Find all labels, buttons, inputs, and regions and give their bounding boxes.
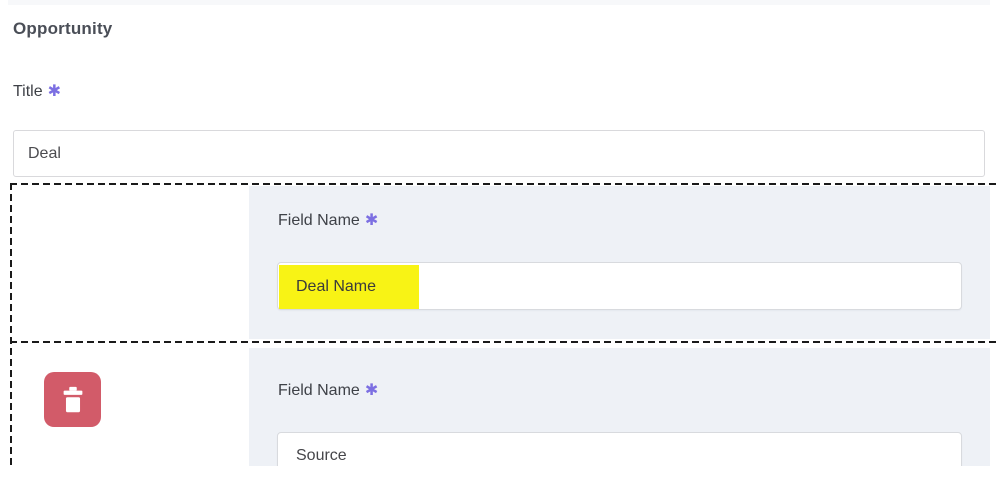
field-row-panel[interactable]: Field Name ✱ Deal Name xyxy=(249,186,990,339)
field-name-label: Field Name ✱ xyxy=(278,380,378,400)
delete-row-button[interactable] xyxy=(44,372,101,427)
title-field-label: Title ✱ xyxy=(13,81,61,101)
field-name-label-text: Field Name xyxy=(278,382,360,399)
dropzone-border-left xyxy=(10,183,12,466)
required-asterisk-icon: ✱ xyxy=(47,83,62,100)
field-row-panel[interactable]: Field Name ✱ Source xyxy=(249,348,990,466)
title-label-text: Title xyxy=(13,83,43,100)
field-name-label-text: Field Name xyxy=(278,212,360,229)
top-edge-strip xyxy=(8,0,990,5)
title-input[interactable]: Deal xyxy=(13,130,985,177)
field-name-value: Source xyxy=(296,447,347,464)
dropzone-border-top xyxy=(10,183,1000,185)
field-name-input[interactable]: Deal Name xyxy=(277,262,962,310)
field-name-label: Field Name ✱ xyxy=(278,210,378,230)
row-divider-dashed xyxy=(10,341,1000,343)
field-name-input[interactable]: Source xyxy=(277,432,962,466)
required-asterisk-icon: ✱ xyxy=(364,382,379,399)
trash-icon xyxy=(58,384,88,416)
required-asterisk-icon: ✱ xyxy=(364,212,379,229)
selected-text-highlight: Deal Name xyxy=(279,265,419,309)
section-title: Opportunity xyxy=(13,19,113,38)
